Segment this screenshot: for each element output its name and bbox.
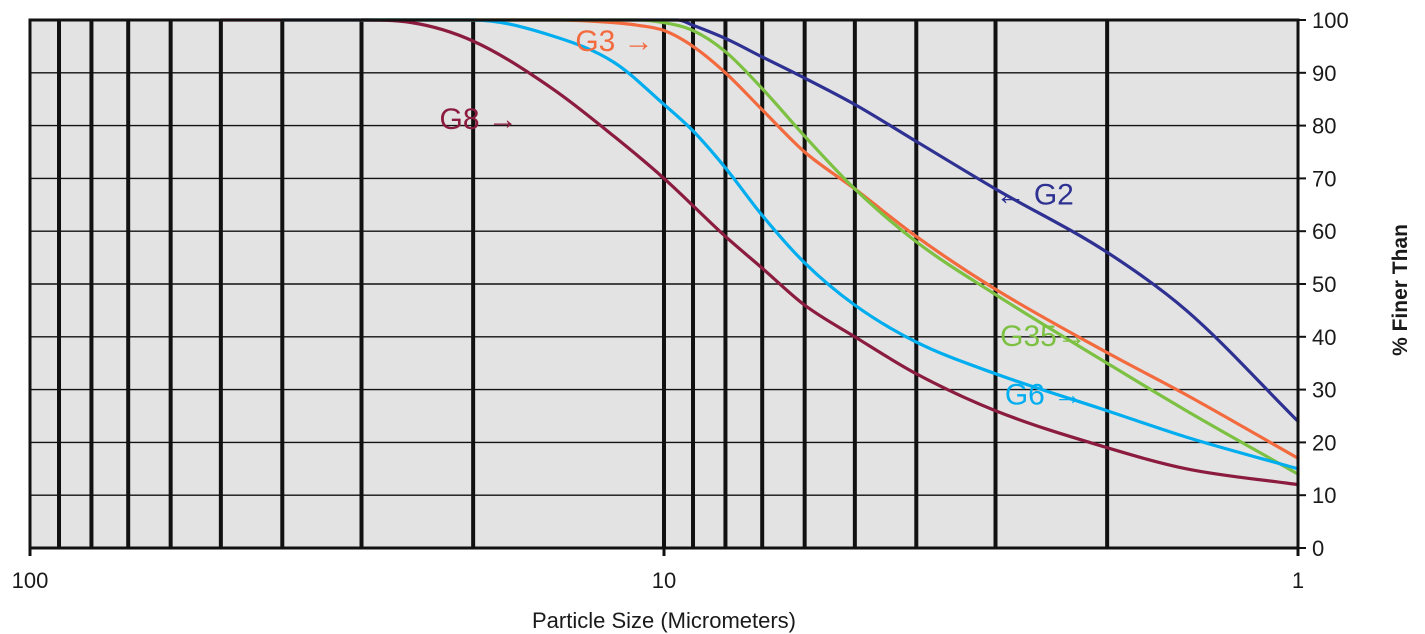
y-tick-label: 80: [1312, 114, 1336, 139]
annotation-g3: G3 →: [575, 25, 653, 58]
annotation-g35: G35→: [1000, 320, 1087, 353]
x-tick-labels: 100 10 1: [12, 548, 1304, 593]
y-tick-label: 100: [1312, 8, 1349, 33]
series-line-g6: [280, 18, 1300, 471]
x-axis-title: Particle Size (Micrometers): [532, 608, 796, 633]
x-tick-label: 10: [652, 568, 676, 593]
y-tick-label: 90: [1312, 61, 1336, 86]
vertical-gridlines: [57, 20, 1110, 548]
y-axis-title: % Finer Than: [1389, 224, 1412, 356]
y-tick-label: 60: [1312, 219, 1336, 244]
annotation-g6: G6 →: [1005, 378, 1083, 411]
y-tick-label: 10: [1312, 483, 1336, 508]
y-tick-label: 30: [1312, 378, 1336, 403]
series-line-g8: [219, 18, 1300, 487]
series-annotations: G3 → G8 → ← G2 G35→ G6 →: [439, 25, 1086, 411]
annotation-g2: ← G2: [996, 178, 1074, 211]
x-tick-label: 100: [12, 568, 49, 593]
annotation-g8: G8 →: [439, 103, 517, 136]
y-tick-label: 50: [1312, 272, 1336, 297]
y-tick-label: 0: [1312, 536, 1324, 561]
y-tick-labels: 0 10 20 30 40 50 60 70 80 90 100: [1298, 8, 1349, 561]
y-tick-label: 70: [1312, 166, 1336, 191]
y-tick-label: 20: [1312, 430, 1336, 455]
x-tick-label: 1: [1292, 568, 1304, 593]
y-tick-label: 40: [1312, 325, 1336, 350]
